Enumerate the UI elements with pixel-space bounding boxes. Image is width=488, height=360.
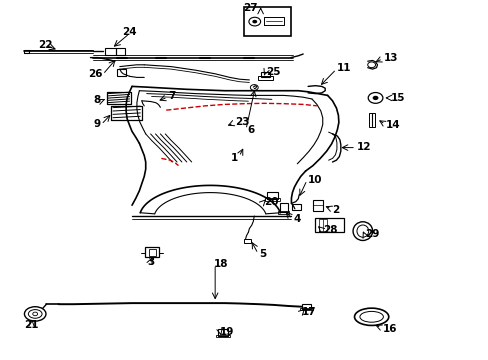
Bar — [300, 308, 312, 310]
Text: 16: 16 — [382, 324, 396, 334]
Bar — [368, 113, 374, 127]
Text: 28: 28 — [322, 225, 337, 235]
Text: 11: 11 — [336, 63, 350, 73]
Text: 26: 26 — [88, 69, 102, 79]
Bar — [105, 48, 116, 55]
Circle shape — [252, 20, 257, 23]
Bar — [302, 304, 310, 309]
Text: 4: 4 — [293, 214, 300, 224]
Bar — [144, 247, 159, 257]
Bar — [292, 204, 301, 210]
Bar — [244, 7, 290, 36]
Text: 9: 9 — [93, 119, 100, 129]
Bar — [279, 203, 287, 212]
Bar — [117, 69, 126, 76]
Text: 25: 25 — [266, 67, 281, 77]
Bar — [260, 72, 270, 77]
Text: 7: 7 — [168, 91, 176, 101]
Text: 8: 8 — [93, 95, 100, 105]
Text: 22: 22 — [38, 40, 53, 50]
Bar — [314, 218, 344, 232]
Text: 20: 20 — [264, 197, 278, 207]
Text: 5: 5 — [259, 249, 266, 259]
Bar — [266, 192, 277, 199]
Bar — [277, 211, 289, 214]
Text: 18: 18 — [214, 258, 228, 269]
Text: 12: 12 — [356, 142, 371, 152]
Circle shape — [372, 96, 378, 100]
Text: 29: 29 — [364, 229, 378, 239]
Text: 3: 3 — [147, 257, 154, 267]
Text: 10: 10 — [307, 175, 322, 185]
Text: 24: 24 — [122, 27, 137, 37]
Bar — [258, 76, 272, 80]
Text: 6: 6 — [246, 125, 254, 135]
Bar — [312, 200, 322, 211]
Bar — [264, 198, 279, 201]
Text: 17: 17 — [302, 307, 316, 318]
Text: 14: 14 — [386, 120, 400, 130]
Text: 2: 2 — [332, 204, 339, 215]
Text: 23: 23 — [234, 117, 249, 127]
Text: 15: 15 — [390, 93, 405, 103]
Text: 19: 19 — [220, 327, 234, 337]
Bar — [217, 329, 228, 336]
Text: 13: 13 — [383, 53, 398, 63]
Text: 1: 1 — [230, 153, 238, 163]
Bar — [116, 48, 125, 55]
Text: 27: 27 — [243, 3, 257, 13]
Text: 21: 21 — [24, 320, 39, 330]
Bar — [215, 335, 230, 337]
Bar — [148, 249, 155, 256]
Bar — [244, 239, 251, 243]
